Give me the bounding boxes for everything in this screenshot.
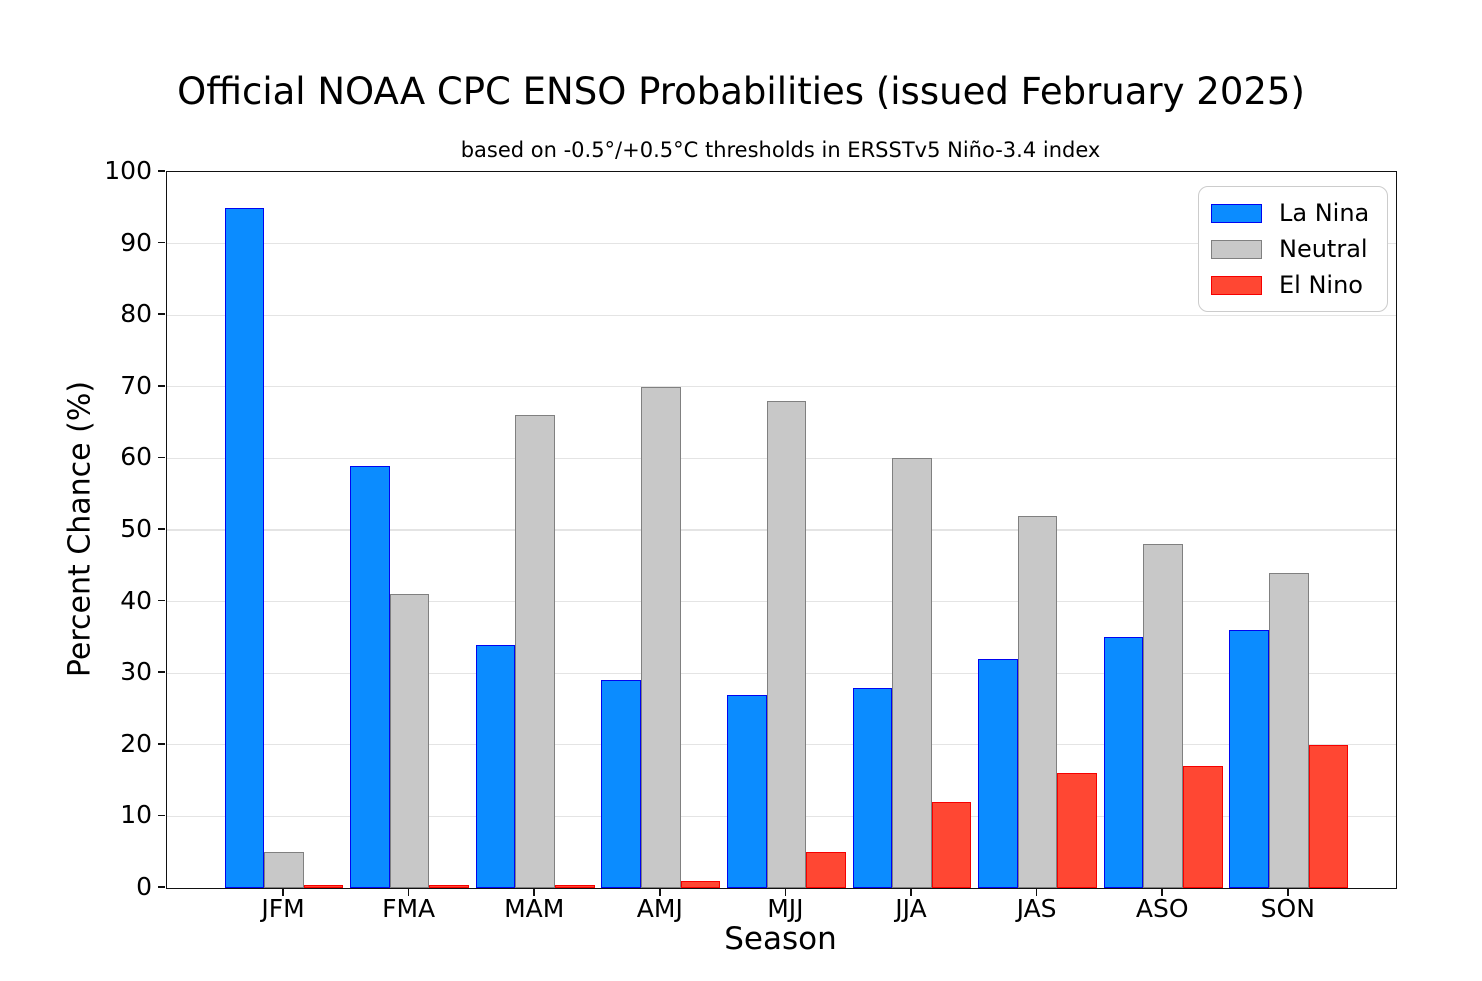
gridline-90 (167, 242, 1396, 245)
x-tick-label-MJJ: MJJ (767, 894, 804, 923)
bar-neutral-jja (892, 458, 932, 888)
y-tick-label-40: 40 (120, 585, 152, 615)
x-tick-label-ASO: ASO (1135, 894, 1189, 923)
bar-neutral-son (1269, 572, 1309, 888)
bar-el-nino-jas (1057, 773, 1097, 888)
y-tick-0 (158, 886, 165, 888)
bar-la-nina-son (1229, 630, 1269, 888)
x-axis-label: Season (724, 921, 837, 957)
y-tick-label-80: 80 (120, 299, 152, 329)
y-tick-label-10: 10 (120, 800, 152, 830)
plot-area (166, 171, 1397, 889)
bar-neutral-jas (1017, 515, 1058, 888)
x-tick-FMA (407, 889, 410, 896)
x-tick-label-SON: SON (1260, 894, 1315, 923)
gridline-70 (167, 386, 1396, 388)
bar-el-nino-fma (429, 885, 469, 888)
x-tick-JFM (282, 889, 284, 896)
y-tick-label-30: 30 (120, 657, 152, 687)
y-tick-20 (158, 742, 165, 745)
legend-row-neutral: Neutral (1211, 231, 1387, 267)
bar-neutral-jfm (264, 852, 304, 888)
y-tick-70 (158, 384, 165, 387)
legend-row-la-nina: La Nina (1211, 195, 1387, 231)
bar-neutral-fma (389, 594, 430, 888)
y-tick-50 (158, 528, 165, 530)
legend-swatch-la-nina (1211, 203, 1262, 223)
legend-row-el-nino: El Nino (1211, 267, 1387, 303)
legend-swatch-neutral (1211, 239, 1262, 259)
y-tick-100 (158, 170, 165, 172)
x-tick-label-JJA: JJA (895, 894, 927, 923)
y-tick-80 (158, 313, 165, 316)
legend-swatch-el-nino (1211, 275, 1262, 295)
bar-neutral-mjj (766, 401, 807, 888)
gridline-80 (167, 314, 1396, 316)
bar-la-nina-jfm (224, 207, 265, 888)
x-tick-label-AMJ: AMJ (636, 894, 683, 923)
chart-subtitle: based on -0.5°/+0.5°C thresholds in ERSS… (460, 138, 1101, 162)
x-tick-MJJ (784, 889, 787, 896)
bar-el-nino-mjj (806, 852, 846, 888)
y-tick-label-0: 0 (136, 872, 152, 901)
x-tick-MAM (533, 889, 536, 896)
x-tick-JJA (910, 889, 912, 896)
y-tick-10 (158, 814, 165, 817)
x-tick-label-JAS: JAS (1016, 894, 1057, 923)
legend-label-la-nina: La Nina (1279, 199, 1370, 227)
bar-neutral-aso (1143, 544, 1183, 888)
x-tick-label-MAM: MAM (504, 894, 565, 923)
y-tick-60 (158, 456, 165, 459)
x-tick-label-JFM: JFM (261, 894, 305, 923)
y-tick-label-20: 20 (120, 728, 152, 758)
bar-la-nina-jas (978, 658, 1018, 888)
y-tick-label-60: 60 (120, 442, 152, 472)
bar-la-nina-aso (1103, 637, 1144, 888)
bar-la-nina-mjj (727, 694, 767, 888)
bar-el-nino-son (1308, 744, 1349, 888)
bar-la-nina-amj (601, 680, 641, 888)
bar-el-nino-mam (555, 885, 595, 888)
bar-neutral-amj (641, 386, 681, 888)
legend: La Nina Neutral El Nino (1198, 186, 1388, 312)
bar-el-nino-jja (931, 802, 972, 888)
bar-neutral-mam (515, 415, 555, 888)
y-tick-label-50: 50 (120, 514, 152, 543)
bar-el-nino-amj (680, 880, 721, 888)
x-tick-AMJ (658, 889, 661, 896)
y-tick-label-70: 70 (120, 370, 152, 400)
bar-la-nina-jja (852, 687, 893, 888)
y-tick-label-90: 90 (120, 227, 152, 257)
x-tick-JAS (1035, 889, 1038, 896)
x-tick-SON (1286, 889, 1289, 896)
legend-label-el-nino: El Nino (1279, 271, 1363, 299)
y-tick-40 (158, 599, 165, 602)
bar-la-nina-fma (350, 465, 390, 888)
bar-el-nino-aso (1183, 766, 1223, 888)
y-tick-30 (158, 671, 165, 674)
x-tick-ASO (1161, 889, 1164, 896)
x-tick-label-FMA: FMA (382, 894, 436, 923)
chart-title: Official NOAA CPC ENSO Probabilities (is… (177, 70, 1305, 113)
bar-la-nina-mam (475, 644, 516, 888)
y-tick-label-100: 100 (104, 156, 152, 185)
y-tick-90 (158, 241, 165, 244)
bar-el-nino-jfm (303, 885, 344, 888)
legend-label-neutral: Neutral (1279, 235, 1368, 263)
